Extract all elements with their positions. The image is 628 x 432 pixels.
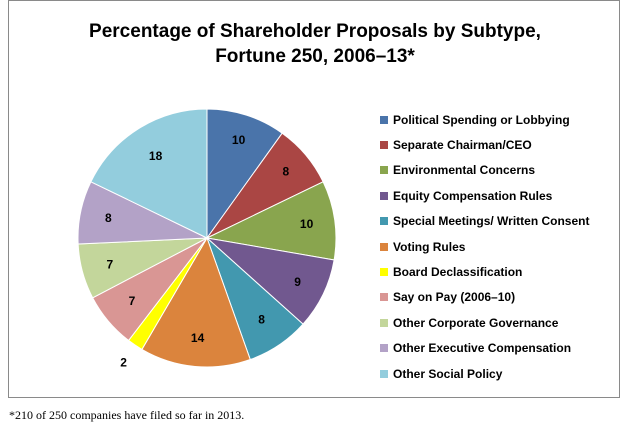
- legend-label: Political Spending or Lobbying: [393, 112, 570, 127]
- chart-area: Percentage of Shareholder Proposals by S…: [8, 0, 620, 398]
- legend-swatch: [380, 369, 388, 378]
- legend-item-11: Other Social Policy: [380, 361, 616, 386]
- legend-label: Voting Rules: [393, 239, 466, 254]
- legend-swatch: [380, 268, 388, 277]
- legend-item-6: Voting Rules: [380, 234, 616, 259]
- pie-chart: 10 8 10 9 8 14 2 7 7 8 18: [77, 108, 337, 369]
- legend-label: Other Social Policy: [393, 366, 503, 381]
- legend-swatch: [380, 141, 388, 150]
- legend-item-3: Environmental Concerns: [380, 158, 616, 183]
- slice-value-label-8: 7: [129, 294, 136, 308]
- legend-swatch: [380, 318, 388, 327]
- slice-value-label-5: 8: [258, 312, 265, 326]
- legend-swatch: [380, 217, 388, 226]
- legend-label: Board Declassification: [393, 265, 523, 280]
- legend-label: Equity Compensation Rules: [393, 188, 553, 203]
- legend-item-9: Other Corporate Governance: [380, 310, 616, 335]
- slice-value-label-4: 9: [294, 275, 301, 289]
- pie-slice-3: [205, 181, 337, 261]
- slice-value-label-7: 2: [120, 355, 127, 369]
- slice-value-label-10: 8: [105, 211, 112, 225]
- legend-swatch: [380, 344, 388, 353]
- pie-slice-1: [206, 108, 283, 240]
- legend-swatch: [380, 242, 388, 251]
- legend-label: Special Meetings/ Written Consent: [393, 214, 590, 229]
- legend-label: Environmental Concerns: [393, 163, 536, 178]
- slice-value-label-2: 8: [283, 165, 290, 179]
- footnote: *210 of 250 companies have filed so far …: [9, 408, 245, 422]
- legend-label: Other Executive Compensation: [393, 341, 572, 356]
- legend-item-5: Special Meetings/ Written Consent: [380, 209, 616, 234]
- slice-value-label-11: 18: [149, 149, 163, 163]
- legend-swatch: [380, 191, 388, 200]
- legend-label: Say on Pay (2006–10): [393, 290, 516, 305]
- legend-item-10: Other Executive Compensation: [380, 336, 616, 361]
- legend-swatch: [380, 293, 388, 302]
- legend-swatch: [380, 166, 388, 175]
- chart-title-line-1: Percentage of Shareholder Proposals by S…: [89, 21, 541, 42]
- legend-label: Separate Chairman/CEO: [393, 138, 532, 153]
- legend-swatch: [380, 115, 388, 124]
- legend-item-4: Equity Compensation Rules: [380, 183, 616, 208]
- chart-title: Percentage of Shareholder Proposals by S…: [9, 19, 621, 69]
- slice-value-label-6: 14: [191, 331, 205, 345]
- pie-slice-6: [141, 236, 251, 368]
- slice-value-label-9: 7: [107, 257, 114, 271]
- legend-item-8: Say on Pay (2006–10): [380, 285, 616, 310]
- legend-item-7: Board Declassification: [380, 259, 616, 284]
- slice-value-label-3: 10: [300, 217, 314, 231]
- chart-title-line-2: Fortune 250, 2006–13*: [215, 46, 415, 67]
- legend-item-1: Political Spending or Lobbying: [380, 107, 616, 132]
- chart-legend: Political Spending or Lobbying Separate C…: [380, 107, 616, 386]
- slice-value-label-1: 10: [232, 133, 246, 147]
- legend-label: Other Corporate Governance: [393, 315, 559, 330]
- pie-slice-11: [90, 108, 208, 239]
- legend-item-2: Separate Chairman/CEO: [380, 132, 616, 157]
